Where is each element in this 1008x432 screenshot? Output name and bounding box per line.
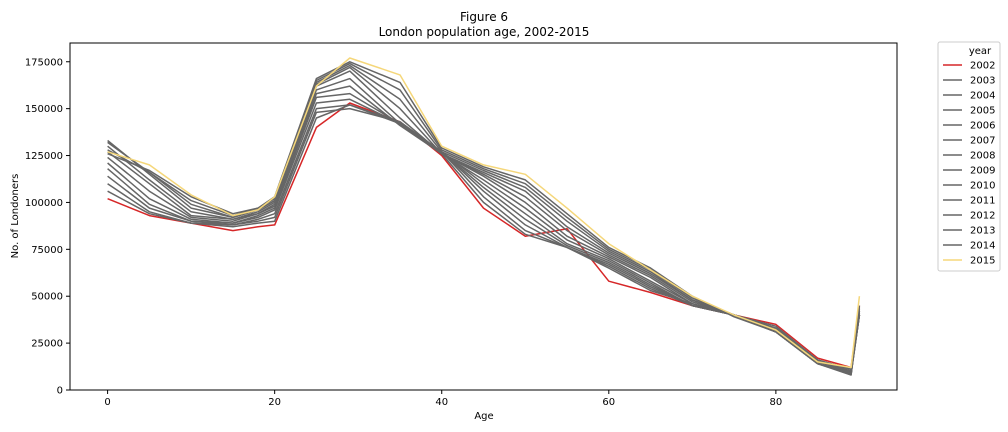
x-tick-label: 0	[104, 397, 110, 408]
legend-label-2009: 2009	[970, 166, 995, 177]
legend-label-2011: 2011	[970, 196, 995, 207]
y-tick-label: 25000	[31, 339, 63, 350]
legend-label-2008: 2008	[970, 151, 995, 162]
legend-label-2010: 2010	[970, 181, 995, 192]
y-tick-label: 175000	[25, 57, 63, 68]
plot-series-group	[107, 57, 861, 376]
y-axis: 0 25000 50000 75000 100000 125000 150000 175000	[25, 57, 70, 397]
legend-label-2015: 2015	[970, 256, 995, 267]
y-tick-label: 0	[57, 386, 63, 397]
legend-label-2014: 2014	[970, 241, 995, 252]
legend-box	[937, 41, 1001, 272]
chart-title: Figure 6	[460, 10, 508, 24]
x-tick-label: 80	[770, 397, 783, 408]
series-line-2015	[107, 57, 861, 369]
y-tick-label: 125000	[25, 151, 63, 162]
series-line-2007	[107, 92, 861, 372]
y-tick-label: 100000	[25, 198, 63, 209]
y-tick-label: 150000	[25, 104, 63, 115]
x-tick-label: 40	[435, 397, 448, 408]
legend-label-2007: 2007	[970, 136, 995, 147]
legend-label-2004: 2004	[970, 91, 995, 102]
x-axis-label: Age	[474, 411, 493, 422]
legend-label-2002: 2002	[970, 61, 995, 72]
series-line-2005	[107, 104, 861, 372]
y-tick-label: 50000	[31, 292, 63, 303]
legend-label-2006: 2006	[970, 121, 995, 132]
legend-label-2005: 2005	[970, 106, 995, 117]
legend-title: year	[969, 46, 992, 57]
legend: year 2002 2003 2004 2005 2006 2007 2008 2009 201…	[937, 41, 1001, 272]
x-tick-label: 20	[268, 397, 281, 408]
series-line-2006	[107, 98, 861, 372]
x-axis: 0 20 40 60 80	[104, 390, 782, 408]
series-line-2003	[107, 104, 861, 371]
series-line-2002	[107, 102, 861, 369]
y-axis-label: No. of Londoners	[10, 174, 21, 259]
y-tick-label: 75000	[31, 245, 63, 256]
legend-label-2013: 2013	[970, 226, 995, 237]
legend-label-2012: 2012	[970, 211, 995, 222]
plot-area-frame	[69, 42, 898, 391]
series-line-2004	[107, 107, 861, 371]
legend-label-2003: 2003	[970, 76, 995, 87]
x-tick-label: 60	[602, 397, 615, 408]
series-line-2014	[107, 61, 861, 376]
chart-subtitle: London population age, 2002-2015	[379, 25, 590, 39]
